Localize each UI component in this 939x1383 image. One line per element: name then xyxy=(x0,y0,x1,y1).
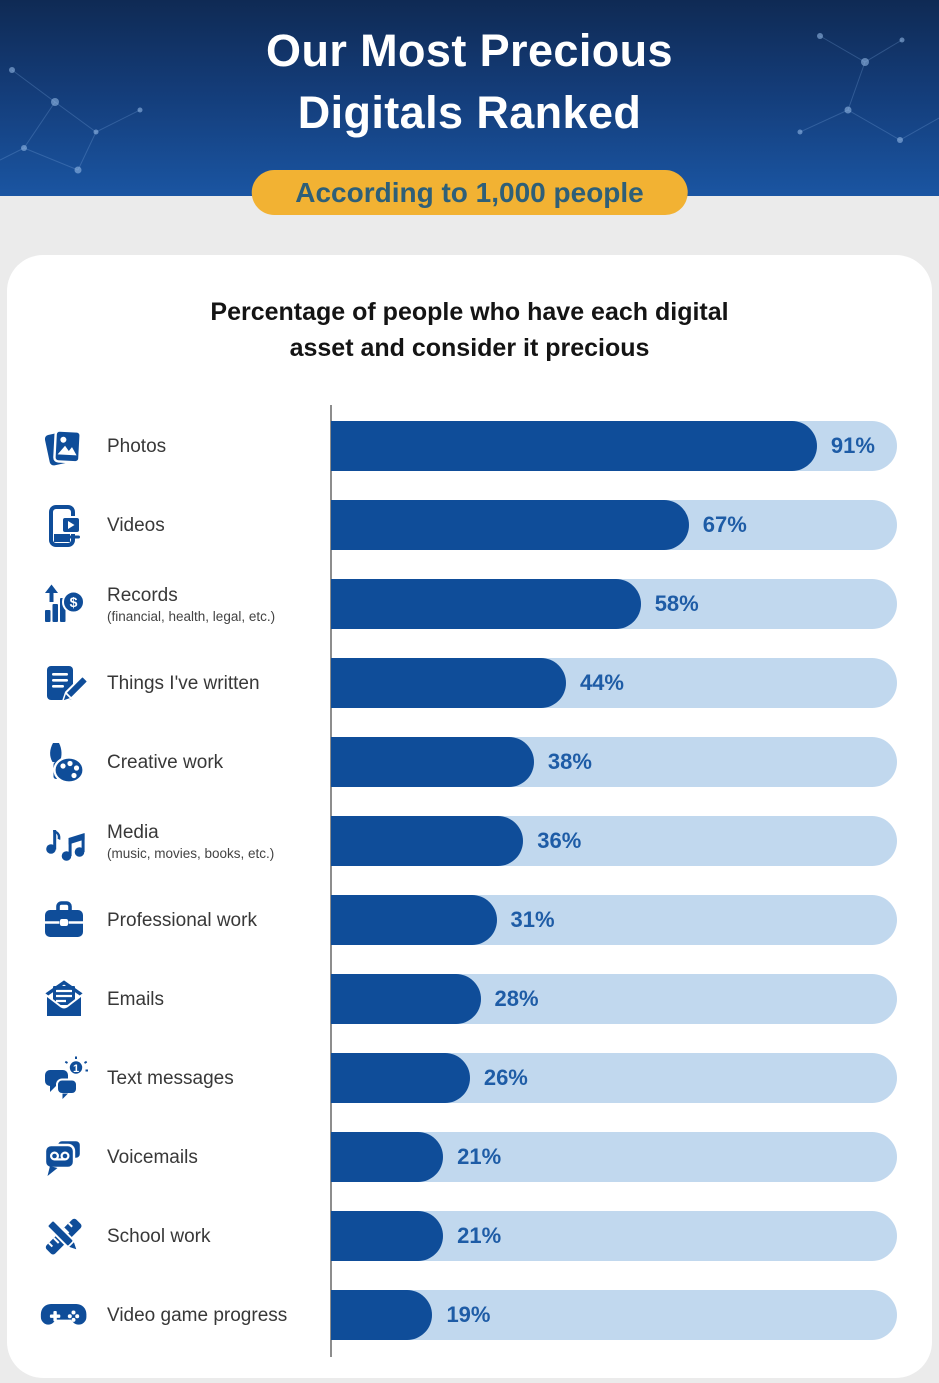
category-label: Voicemails xyxy=(107,1146,198,1168)
header-banner: Our Most Precious Digitals Ranked xyxy=(0,0,939,196)
bar-track: 58% xyxy=(331,579,897,629)
chart-row: Professional work 31% xyxy=(7,881,932,960)
bar-track: 91% xyxy=(331,421,897,471)
records-icon: $ xyxy=(40,581,88,629)
chart-row: Video game progress 19% xyxy=(7,1276,932,1355)
value-label: 19% xyxy=(446,1302,491,1327)
category-label: Photos xyxy=(107,435,167,457)
chart-row: 1 Text messages 26% xyxy=(7,1039,932,1118)
photos-icon xyxy=(40,423,88,471)
chart-row: Media (music, movies, books, etc.) 36% xyxy=(7,802,932,881)
value-label: 44% xyxy=(579,670,624,695)
bar-fill xyxy=(331,1132,444,1182)
school-work-icon xyxy=(40,1213,88,1261)
category-label: Things I've written xyxy=(107,672,260,694)
chart-row: Creative work 38% xyxy=(7,723,932,802)
category-label: Creative work xyxy=(107,751,224,773)
chart-row: Photos 91% xyxy=(7,407,932,486)
value-label: 67% xyxy=(702,512,747,537)
bar-track: 38% xyxy=(331,737,897,787)
bar-fill xyxy=(331,816,524,866)
bar-track: 21% xyxy=(331,1132,897,1182)
category-label: Video game progress xyxy=(107,1304,288,1326)
bar-fill xyxy=(331,500,689,550)
category-sublabel: (financial, health, legal, etc.) xyxy=(107,608,276,624)
emails-icon xyxy=(40,976,88,1024)
value-label: 58% xyxy=(654,591,699,616)
bar-track: 21% xyxy=(331,1211,897,1261)
chart-row: $ Records (financial, health, legal, etc… xyxy=(7,565,932,644)
svg-text:$: $ xyxy=(70,594,78,610)
bar-track: 19% xyxy=(331,1290,897,1340)
bar-track: 31% xyxy=(331,895,897,945)
axis-line xyxy=(330,405,332,1357)
written-things-icon xyxy=(40,660,88,708)
bar-track: 28% xyxy=(331,974,897,1024)
bar-fill xyxy=(331,1053,470,1103)
chart-row: Emails 28% xyxy=(7,960,932,1039)
svg-text:1: 1 xyxy=(73,1063,79,1075)
chart-title: Percentage of people who have each digit… xyxy=(210,298,729,362)
bar-track: 36% xyxy=(331,816,897,866)
category-label: Emails xyxy=(107,988,165,1010)
category-label: School work xyxy=(107,1225,211,1247)
bar-fill xyxy=(331,974,481,1024)
bar-track: 26% xyxy=(331,1053,897,1103)
media-icon xyxy=(40,818,88,866)
sample-size-badge: According to 1,000 people xyxy=(251,170,688,215)
bar-fill xyxy=(331,658,566,708)
page-title: Our Most Precious Digitals Ranked xyxy=(266,25,673,138)
chart-card: Percentage of people who have each digit… xyxy=(7,255,932,1378)
bar-fill xyxy=(331,737,534,787)
value-label: 36% xyxy=(537,828,582,853)
chart-row: Videos 67% xyxy=(7,486,932,565)
bar-fill xyxy=(331,1211,444,1261)
category-label: Media xyxy=(107,821,159,843)
category-label: Text messages xyxy=(107,1067,234,1089)
value-label: 91% xyxy=(830,433,875,458)
value-label: 21% xyxy=(457,1144,502,1169)
video-game-icon xyxy=(40,1292,88,1340)
value-label: 38% xyxy=(547,749,592,774)
chart-row: School work 21% xyxy=(7,1197,932,1276)
bar-fill xyxy=(331,1290,433,1340)
category-sublabel: (music, movies, books, etc.) xyxy=(107,845,275,861)
value-label: 28% xyxy=(494,986,539,1011)
category-label: Professional work xyxy=(107,909,257,931)
bar-track: 67% xyxy=(331,500,897,550)
bar-fill xyxy=(331,895,497,945)
professional-work-icon xyxy=(40,897,88,945)
bar-track: 44% xyxy=(331,658,897,708)
bar-chart: Photos 91% Videos xyxy=(7,405,932,1357)
voicemails-icon xyxy=(40,1134,88,1182)
value-label: 26% xyxy=(483,1065,528,1090)
chart-row: Things I've written 44% xyxy=(7,644,932,723)
bar-fill xyxy=(331,421,817,471)
chart-row: Voicemails 21% xyxy=(7,1118,932,1197)
videos-icon xyxy=(40,502,88,550)
creative-work-icon xyxy=(40,739,88,787)
value-label: 31% xyxy=(510,907,555,932)
text-messages-icon: 1 xyxy=(40,1055,88,1103)
value-label: 21% xyxy=(457,1223,502,1248)
category-label: Videos xyxy=(107,514,165,536)
bar-fill xyxy=(331,579,641,629)
category-label: Records xyxy=(107,584,178,606)
